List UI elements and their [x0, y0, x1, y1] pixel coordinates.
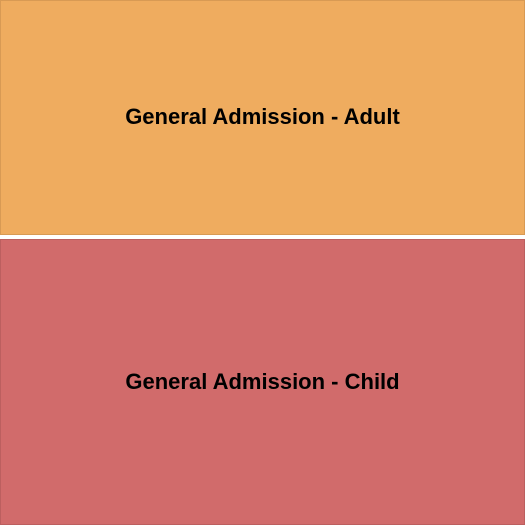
seating-chart: General Admission - Adult General Admiss…	[0, 0, 525, 525]
section-adult[interactable]: General Admission - Adult	[0, 0, 525, 235]
section-child-label: General Admission - Child	[125, 369, 399, 395]
section-child[interactable]: General Admission - Child	[0, 239, 525, 525]
section-adult-label: General Admission - Adult	[125, 104, 400, 130]
